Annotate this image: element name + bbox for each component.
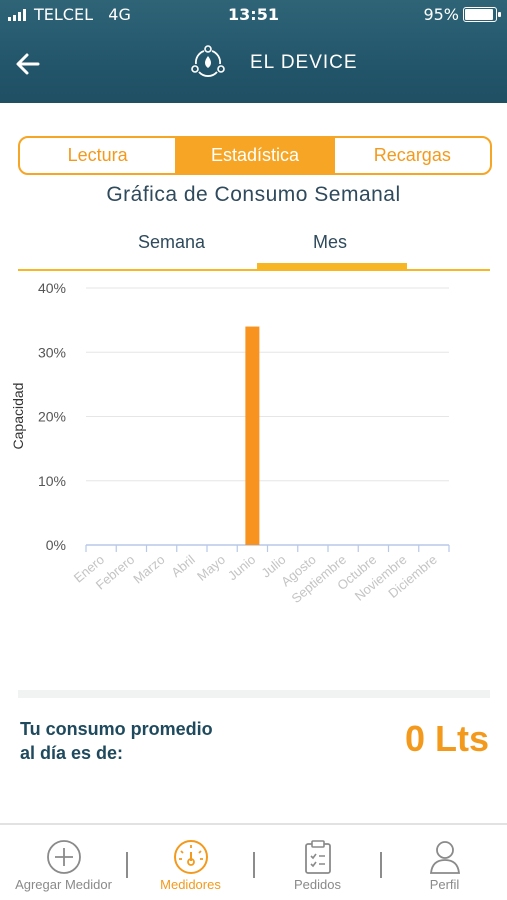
tab-recargas[interactable]: Recargas [332, 138, 490, 173]
average-consumption-label: Tu consumo promedio al día es de: [20, 717, 213, 765]
chart-title: Gráfica de Consumo Semanal [106, 183, 401, 206]
tab-mes[interactable]: Mes [313, 232, 348, 252]
period-tabs-baseline [18, 269, 490, 271]
nav-separator [126, 852, 128, 878]
x-tick-label: Mayo [194, 552, 228, 584]
app-header: TELCEL 4G 13:51 95% EL DEVICE [0, 0, 507, 103]
average-consumption-value: 0 Lts [404, 718, 489, 759]
x-tick-label: Junio [225, 552, 258, 583]
y-axis-label: Capacidad [10, 383, 26, 450]
page-title: EL DEVICE [250, 52, 358, 73]
segment-tabs: Lectura Estadística Recargas [18, 136, 492, 175]
nav-separator [253, 852, 255, 878]
section-divider [18, 690, 490, 698]
y-tick-label: 40% [38, 280, 66, 296]
bottom-nav: Agregar Medidor Medidores Pedidos [0, 823, 507, 900]
battery-percent: 95% [423, 5, 459, 24]
y-tick-label: 10% [38, 473, 66, 489]
nav-label: Medidores [160, 877, 221, 892]
arrow-left-icon[interactable] [14, 50, 42, 78]
signal-icon [8, 9, 26, 21]
plus-circle-icon [47, 840, 81, 874]
nav-separator [380, 852, 382, 878]
clock: 13:51 [228, 5, 279, 24]
nav-medidores[interactable]: Medidores [127, 825, 254, 900]
nav-label: Pedidos [294, 877, 341, 892]
tab-estadistica[interactable]: Estadística [175, 138, 333, 173]
battery-icon [463, 7, 501, 22]
user-icon [430, 841, 460, 874]
gauge-icon [174, 840, 208, 874]
clipboard-icon [305, 840, 331, 874]
gas-device-logo-icon [191, 45, 225, 77]
x-tick-label: Marzo [130, 552, 167, 587]
period-tabs: Semana Mes [18, 228, 490, 272]
nav-perfil[interactable]: Perfil [381, 825, 507, 900]
y-tick-label: 20% [38, 409, 66, 425]
tab-lectura[interactable]: Lectura [67, 145, 128, 165]
bar-junio [245, 326, 260, 545]
y-tick-label: 30% [38, 344, 66, 360]
average-consumption-line2: al día es de: [20, 743, 124, 763]
nav-label: Perfil [429, 877, 460, 892]
y-tick-label: 0% [46, 537, 66, 553]
status-bar: TELCEL 4G 13:51 95% [0, 0, 507, 30]
average-consumption-line1: Tu consumo promedio [20, 719, 213, 739]
x-tick-label: Abril [168, 552, 198, 580]
tab-semana[interactable]: Semana [138, 232, 206, 252]
active-tab-indicator [257, 263, 407, 270]
nav-agregar-medidor[interactable]: Agregar Medidor [0, 825, 127, 900]
nav-label: Agregar Medidor [15, 877, 112, 892]
carrier-label: TELCEL 4G [34, 5, 131, 24]
nav-pedidos[interactable]: Pedidos [254, 825, 381, 900]
